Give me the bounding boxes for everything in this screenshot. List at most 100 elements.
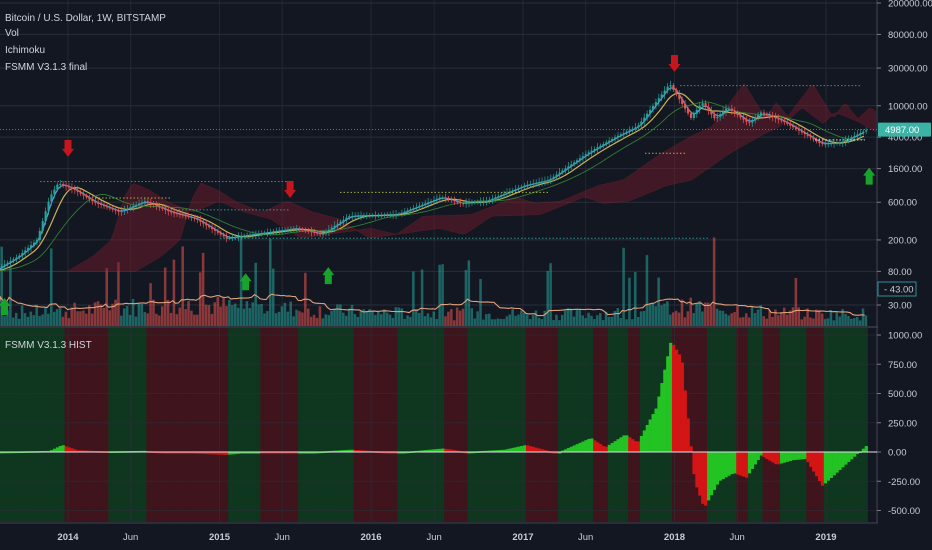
histogram-background-stripe [409, 328, 413, 522]
histogram-bar [204, 452, 208, 455]
candle-down [803, 132, 806, 135]
volume-bar [788, 310, 792, 326]
volume-bar [701, 311, 704, 326]
indicator-fsmm-label[interactable]: FSMM V3.1.3 final [5, 62, 88, 73]
histogram-bar [520, 445, 524, 452]
histogram-background-stripe [750, 328, 754, 522]
candle-up [260, 233, 263, 235]
volume-bar [93, 302, 97, 326]
histogram-background-stripe [634, 328, 638, 522]
volume-bar [146, 313, 149, 326]
histogram-background-stripe [286, 328, 290, 522]
histogram-background-stripe [415, 328, 419, 522]
histogram-background-stripe [344, 328, 349, 522]
histogram-bar [73, 449, 77, 452]
volume-bar [99, 304, 103, 326]
volume-bar [55, 309, 59, 326]
candle-up [555, 174, 558, 177]
histogram-bar [233, 452, 238, 455]
histogram-bar [493, 450, 498, 452]
volume-bar [452, 320, 456, 326]
volume-bar [546, 270, 549, 326]
volume-bar [362, 309, 365, 326]
histogram-bar [496, 450, 500, 452]
histogram-background-stripe [260, 328, 264, 522]
histogram-bar [58, 446, 62, 452]
candle-down [196, 218, 199, 220]
volume-bar [85, 313, 88, 326]
histogram-background-stripe [829, 328, 833, 522]
candle-up [698, 105, 701, 110]
histogram-background-stripe [87, 328, 92, 522]
histogram-bar [277, 452, 281, 454]
candle-down [316, 232, 319, 234]
histogram-background-stripe [152, 328, 156, 522]
histogram-bar [447, 449, 451, 452]
candle-up [754, 117, 757, 121]
histogram-bar [181, 452, 185, 454]
histogram-background-stripe [695, 328, 699, 522]
candle-up [567, 166, 570, 169]
histogram-bar [683, 390, 687, 452]
histogram-background-stripe [47, 328, 51, 522]
histogram-bar [85, 450, 89, 453]
histogram-background-stripe [312, 328, 316, 522]
candle-up [321, 233, 325, 235]
histogram-bar [686, 418, 690, 452]
volume-bar [201, 252, 205, 326]
volume-bar [596, 315, 599, 326]
volume-bar [858, 320, 862, 326]
volume-bar [747, 317, 751, 326]
indicator-vol-label[interactable]: Vol [5, 28, 19, 39]
candle-down [79, 191, 82, 194]
candle-up [643, 117, 646, 122]
candle-up [35, 240, 38, 243]
volume-bar [301, 312, 304, 326]
histogram-bar [733, 452, 737, 474]
candle-down [184, 215, 187, 217]
histogram-bar [771, 452, 775, 463]
volume-bar [181, 246, 184, 326]
volume-bar [610, 316, 614, 326]
volume-bar [467, 260, 471, 326]
candles-layer [0, 80, 877, 271]
volume-bar [753, 313, 757, 326]
symbol-title[interactable]: Bitcoin / U.S. Dollar, 1W, BITSTAMP [5, 13, 166, 24]
volume-bar [470, 308, 474, 326]
candle-up [540, 181, 544, 183]
histogram-bar [718, 452, 722, 481]
histogram-background-stripe [423, 328, 427, 522]
volume-bar [727, 315, 730, 326]
histogram-background-stripe [613, 328, 617, 522]
histogram-bar [158, 451, 162, 454]
candle-up [619, 134, 622, 136]
candle-down [748, 121, 751, 123]
indicator-ichimoku-label[interactable]: Ichimoku [5, 45, 46, 56]
volume-bar [812, 318, 815, 326]
volume-bar [356, 316, 360, 326]
time-tick-label: 2015 [209, 532, 231, 543]
histogram-background-stripe [441, 328, 445, 522]
histogram-bar [791, 452, 795, 461]
histogram-bar [663, 369, 667, 452]
histogram-bar [823, 452, 828, 484]
histogram-background-stripe [847, 328, 851, 522]
histogram-bar [67, 447, 71, 452]
time-tick-label: Jun [426, 532, 441, 543]
histogram-bar [709, 452, 714, 496]
volume-bar [277, 311, 281, 326]
histogram-background-stripe [704, 328, 708, 522]
candle-up [392, 214, 395, 216]
volume-bar [193, 314, 196, 326]
histogram-background-stripe [58, 328, 62, 522]
volume-bar [105, 267, 109, 326]
histogram-background-stripe [99, 328, 103, 522]
histogram-title[interactable]: FSMM V3.1.3 HIST [5, 340, 92, 351]
time-tick-label: Jun [123, 532, 138, 543]
volume-bar [780, 312, 783, 326]
histogram-background-stripe [82, 328, 86, 522]
histogram-bar [438, 448, 442, 452]
histogram-bar [645, 424, 649, 452]
volume-bar [820, 313, 824, 326]
